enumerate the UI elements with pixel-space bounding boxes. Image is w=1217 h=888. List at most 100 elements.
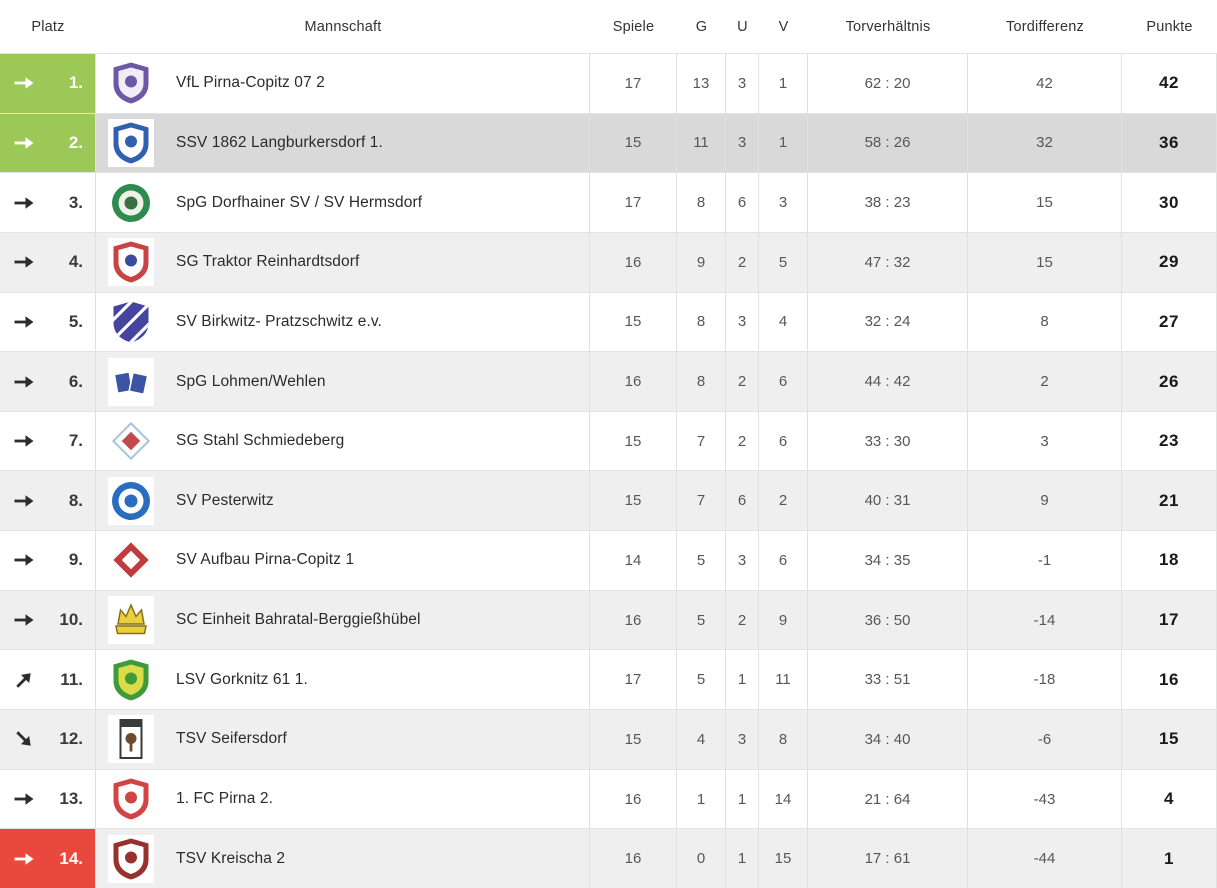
goal-diff-cell: -6 xyxy=(968,710,1122,769)
team-name[interactable]: VfL Pirna-Copitz 07 2 xyxy=(176,74,325,92)
goal-diff-cell: -43 xyxy=(968,769,1122,829)
points-cell: 42 xyxy=(1122,54,1217,113)
team-name[interactable]: LSV Gorknitz 61 1. xyxy=(176,670,308,688)
team-name[interactable]: SpG Dorfhainer SV / SV Hermsdorf xyxy=(176,193,423,211)
table-row[interactable]: 14. TSV Kreischa 2 16 0 1 15 17 : 61 -44… xyxy=(0,828,1217,888)
losses-cell: 9 xyxy=(759,590,808,650)
table-row[interactable]: 5. SV Birkwitz- Pratzschwitz e.v. 15 8 3… xyxy=(0,291,1217,352)
draws-cell: 2 xyxy=(726,411,759,471)
goal-diff-cell: 15 xyxy=(968,232,1122,292)
platz-cell: 8. xyxy=(0,471,96,531)
spiele-cell: 16 xyxy=(590,769,677,829)
team-badge-icon xyxy=(108,834,154,883)
position-number: 1. xyxy=(68,73,83,93)
team-cell: SpG Lohmen/Wehlen xyxy=(96,352,590,411)
platz-cell: 11. xyxy=(0,650,96,710)
team-name[interactable]: TSV Seifersdorf xyxy=(176,730,287,748)
points-cell: 16 xyxy=(1122,650,1217,710)
spiele-cell: 16 xyxy=(590,352,677,411)
goal-ratio-cell: 33 : 30 xyxy=(808,411,968,471)
draws-cell: 1 xyxy=(726,829,759,888)
spiele-cell: 17 xyxy=(590,54,677,113)
team-cell: TSV Kreischa 2 xyxy=(96,829,590,888)
table-row[interactable]: 9. SV Aufbau Pirna-Copitz 1 14 5 3 6 34 … xyxy=(0,530,1217,590)
table-row[interactable]: 12. TSV Seifersdorf 15 4 3 8 34 : 40 -6 … xyxy=(0,709,1217,769)
position-number: 10. xyxy=(59,610,83,630)
team-name[interactable]: SV Pesterwitz xyxy=(176,491,274,509)
table-row[interactable]: 13. 1. FC Pirna 2. 16 1 1 14 21 : 64 -43… xyxy=(0,768,1217,829)
draws-cell: 3 xyxy=(726,113,759,173)
wins-cell: 7 xyxy=(677,411,726,471)
position-number: 3. xyxy=(68,192,83,212)
platz-cell: 14. xyxy=(0,829,96,888)
goal-ratio-cell: 21 : 64 xyxy=(808,769,968,829)
position-number: 12. xyxy=(59,729,83,749)
header-punkte: Punkte xyxy=(1146,18,1193,35)
table-row[interactable]: 1. VfL Pirna-Copitz 07 2 17 13 3 1 62 : … xyxy=(0,53,1217,113)
team-name[interactable]: 1. FC Pirna 2. xyxy=(176,790,274,807)
losses-cell: 5 xyxy=(759,232,808,292)
platz-cell: 13. xyxy=(0,769,96,829)
platz-cell: 2. xyxy=(0,113,96,173)
team-cell: SV Birkwitz- Pratzschwitz e.v. xyxy=(96,292,590,352)
spiele-cell: 17 xyxy=(590,173,677,232)
draws-cell: 2 xyxy=(726,352,759,411)
trend-arrow-icon xyxy=(13,195,35,211)
position-number: 9. xyxy=(68,550,83,570)
trend-arrow-icon xyxy=(13,552,35,568)
team-name[interactable]: SG Traktor Reinhardtsdorf xyxy=(176,253,360,271)
team-cell: VfL Pirna-Copitz 07 2 xyxy=(96,54,590,113)
spiele-cell: 16 xyxy=(590,232,677,292)
goal-diff-cell: 32 xyxy=(968,113,1122,173)
team-badge-icon xyxy=(108,238,154,287)
goal-ratio-cell: 47 : 32 xyxy=(808,232,968,292)
team-badge-icon xyxy=(108,655,154,704)
table-row[interactable]: 11. LSV Gorknitz 61 1. 17 5 1 11 33 : 51… xyxy=(0,649,1217,710)
points-cell: 23 xyxy=(1122,411,1217,471)
losses-cell: 8 xyxy=(759,710,808,769)
points-cell: 36 xyxy=(1122,113,1217,173)
position-number: 7. xyxy=(68,431,83,451)
team-badge-icon xyxy=(108,476,154,525)
table-row[interactable]: 3. SpG Dorfhainer SV / SV Hermsdorf 17 8… xyxy=(0,172,1217,232)
wins-cell: 11 xyxy=(677,113,726,173)
platz-cell: 7. xyxy=(0,411,96,471)
platz-cell: 12. xyxy=(0,710,96,769)
table-row[interactable]: 10. SC Einheit Bahratal-Berggießhübel 16… xyxy=(0,589,1217,650)
goal-diff-cell: -18 xyxy=(968,650,1122,710)
draws-cell: 3 xyxy=(726,710,759,769)
draws-cell: 6 xyxy=(726,471,759,531)
table-row[interactable]: 7. SG Stahl Schmiedeberg 15 7 2 6 33 : 3… xyxy=(0,410,1217,471)
draws-cell: 6 xyxy=(726,173,759,232)
header-niederlagen: V xyxy=(778,18,789,35)
team-name[interactable]: TSV Kreischa 2 xyxy=(176,849,286,867)
team-name[interactable]: SpG Lohmen/Wehlen xyxy=(176,372,326,390)
spiele-cell: 15 xyxy=(590,113,677,173)
team-name[interactable]: SC Einheit Bahratal-Berggießhübel xyxy=(176,611,421,629)
team-badge-icon xyxy=(108,118,154,167)
team-name[interactable]: SV Birkwitz- Pratzschwitz e.v. xyxy=(176,312,382,330)
team-cell: SG Traktor Reinhardtsdorf xyxy=(96,232,590,292)
team-name[interactable]: SG Stahl Schmiedeberg xyxy=(176,432,345,450)
goal-diff-cell: -1 xyxy=(968,531,1122,590)
team-name[interactable]: SSV 1862 Langburkersdorf 1. xyxy=(176,133,383,151)
team-cell: SSV 1862 Langburkersdorf 1. xyxy=(96,113,590,173)
position-number: 6. xyxy=(68,371,83,391)
points-cell: 30 xyxy=(1122,173,1217,232)
goal-ratio-cell: 40 : 31 xyxy=(808,471,968,531)
trend-arrow-icon xyxy=(13,433,35,449)
points-cell: 1 xyxy=(1122,829,1217,888)
trend-arrow-icon xyxy=(13,374,35,390)
points-cell: 17 xyxy=(1122,590,1217,650)
losses-cell: 2 xyxy=(759,471,808,531)
team-cell: SpG Dorfhainer SV / SV Hermsdorf xyxy=(96,173,590,232)
table-row[interactable]: 8. SV Pesterwitz 15 7 6 2 40 : 31 9 21 xyxy=(0,470,1217,531)
table-row[interactable]: 4. SG Traktor Reinhardtsdorf 16 9 2 5 47… xyxy=(0,231,1217,292)
goal-ratio-cell: 36 : 50 xyxy=(808,590,968,650)
table-row[interactable]: 2. SSV 1862 Langburkersdorf 1. 15 11 3 1… xyxy=(0,112,1217,173)
table-row[interactable]: 6. SpG Lohmen/Wehlen 16 8 2 6 44 : 42 2 … xyxy=(0,351,1217,411)
trend-arrow-icon xyxy=(13,493,35,509)
team-name[interactable]: SV Aufbau Pirna-Copitz 1 xyxy=(176,551,355,569)
position-number: 13. xyxy=(59,789,83,808)
header-torverhaeltnis: Torverhältnis xyxy=(845,18,931,35)
